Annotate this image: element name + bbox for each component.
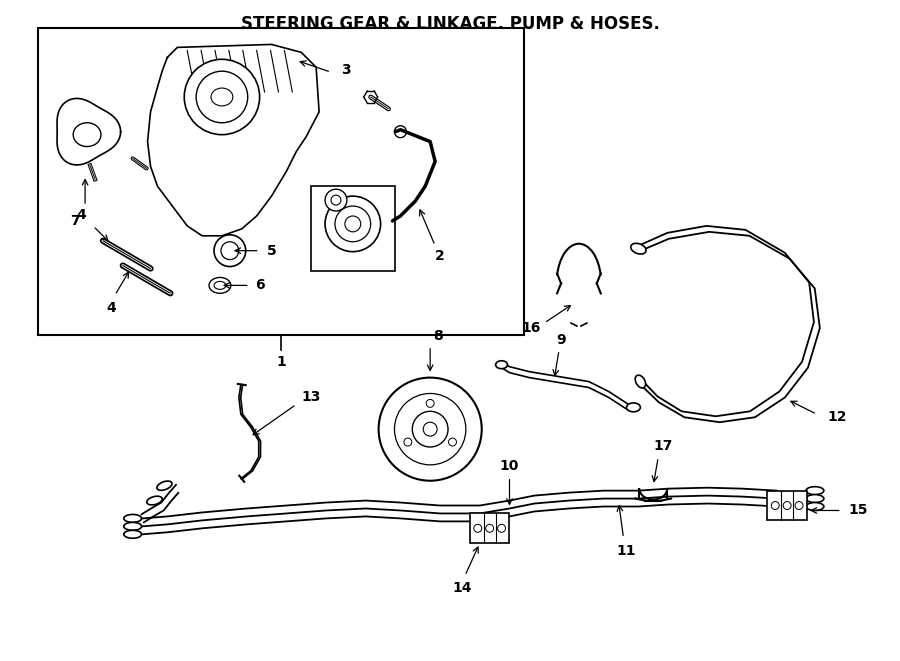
Ellipse shape	[806, 502, 824, 510]
Text: 14: 14	[452, 581, 472, 595]
Text: 1: 1	[276, 355, 286, 369]
Text: 16: 16	[522, 321, 541, 335]
Text: 6: 6	[255, 278, 265, 292]
Text: 3: 3	[341, 63, 351, 77]
Circle shape	[325, 189, 346, 211]
Bar	[470, 514, 509, 543]
Circle shape	[412, 411, 448, 447]
Polygon shape	[148, 44, 320, 236]
Ellipse shape	[124, 514, 141, 522]
Text: STEERING GEAR & LINKAGE. PUMP & HOSES.: STEERING GEAR & LINKAGE. PUMP & HOSES.	[240, 15, 660, 32]
Text: 12: 12	[827, 410, 847, 424]
Text: 7: 7	[70, 214, 80, 228]
Ellipse shape	[124, 530, 141, 538]
Ellipse shape	[496, 361, 508, 369]
Ellipse shape	[806, 494, 824, 502]
Circle shape	[331, 195, 341, 205]
Circle shape	[795, 502, 803, 510]
Circle shape	[345, 216, 361, 232]
Text: 4: 4	[76, 208, 86, 222]
Ellipse shape	[209, 278, 231, 293]
Circle shape	[486, 524, 493, 532]
Circle shape	[473, 524, 482, 532]
Circle shape	[771, 502, 779, 510]
Circle shape	[379, 377, 482, 481]
Text: 11: 11	[616, 544, 636, 558]
Text: 8: 8	[433, 329, 443, 343]
Circle shape	[220, 242, 238, 260]
Circle shape	[448, 438, 456, 446]
Circle shape	[423, 422, 437, 436]
Ellipse shape	[73, 123, 101, 147]
Circle shape	[184, 59, 259, 135]
Ellipse shape	[124, 522, 141, 530]
Circle shape	[325, 196, 381, 252]
Ellipse shape	[626, 403, 641, 412]
Bar	[311, 186, 395, 270]
Bar	[768, 490, 807, 520]
Circle shape	[404, 438, 412, 446]
Text: 4: 4	[106, 301, 116, 315]
Circle shape	[498, 524, 506, 532]
Text: 17: 17	[653, 439, 673, 453]
Ellipse shape	[631, 243, 646, 254]
Ellipse shape	[635, 375, 645, 388]
Circle shape	[335, 206, 371, 242]
Circle shape	[394, 393, 466, 465]
Circle shape	[783, 502, 791, 510]
Ellipse shape	[157, 481, 172, 490]
Polygon shape	[57, 98, 121, 165]
Text: 5: 5	[266, 244, 276, 258]
Text: 9: 9	[556, 333, 566, 347]
Circle shape	[196, 71, 248, 123]
Text: 15: 15	[849, 504, 868, 518]
Ellipse shape	[806, 486, 824, 494]
Circle shape	[214, 235, 246, 266]
Ellipse shape	[214, 282, 226, 290]
Circle shape	[427, 399, 434, 407]
Text: 2: 2	[436, 249, 445, 262]
Bar	[39, 28, 525, 335]
Ellipse shape	[147, 496, 162, 505]
Ellipse shape	[211, 88, 233, 106]
Text: 13: 13	[302, 391, 321, 405]
Text: 10: 10	[500, 459, 519, 473]
